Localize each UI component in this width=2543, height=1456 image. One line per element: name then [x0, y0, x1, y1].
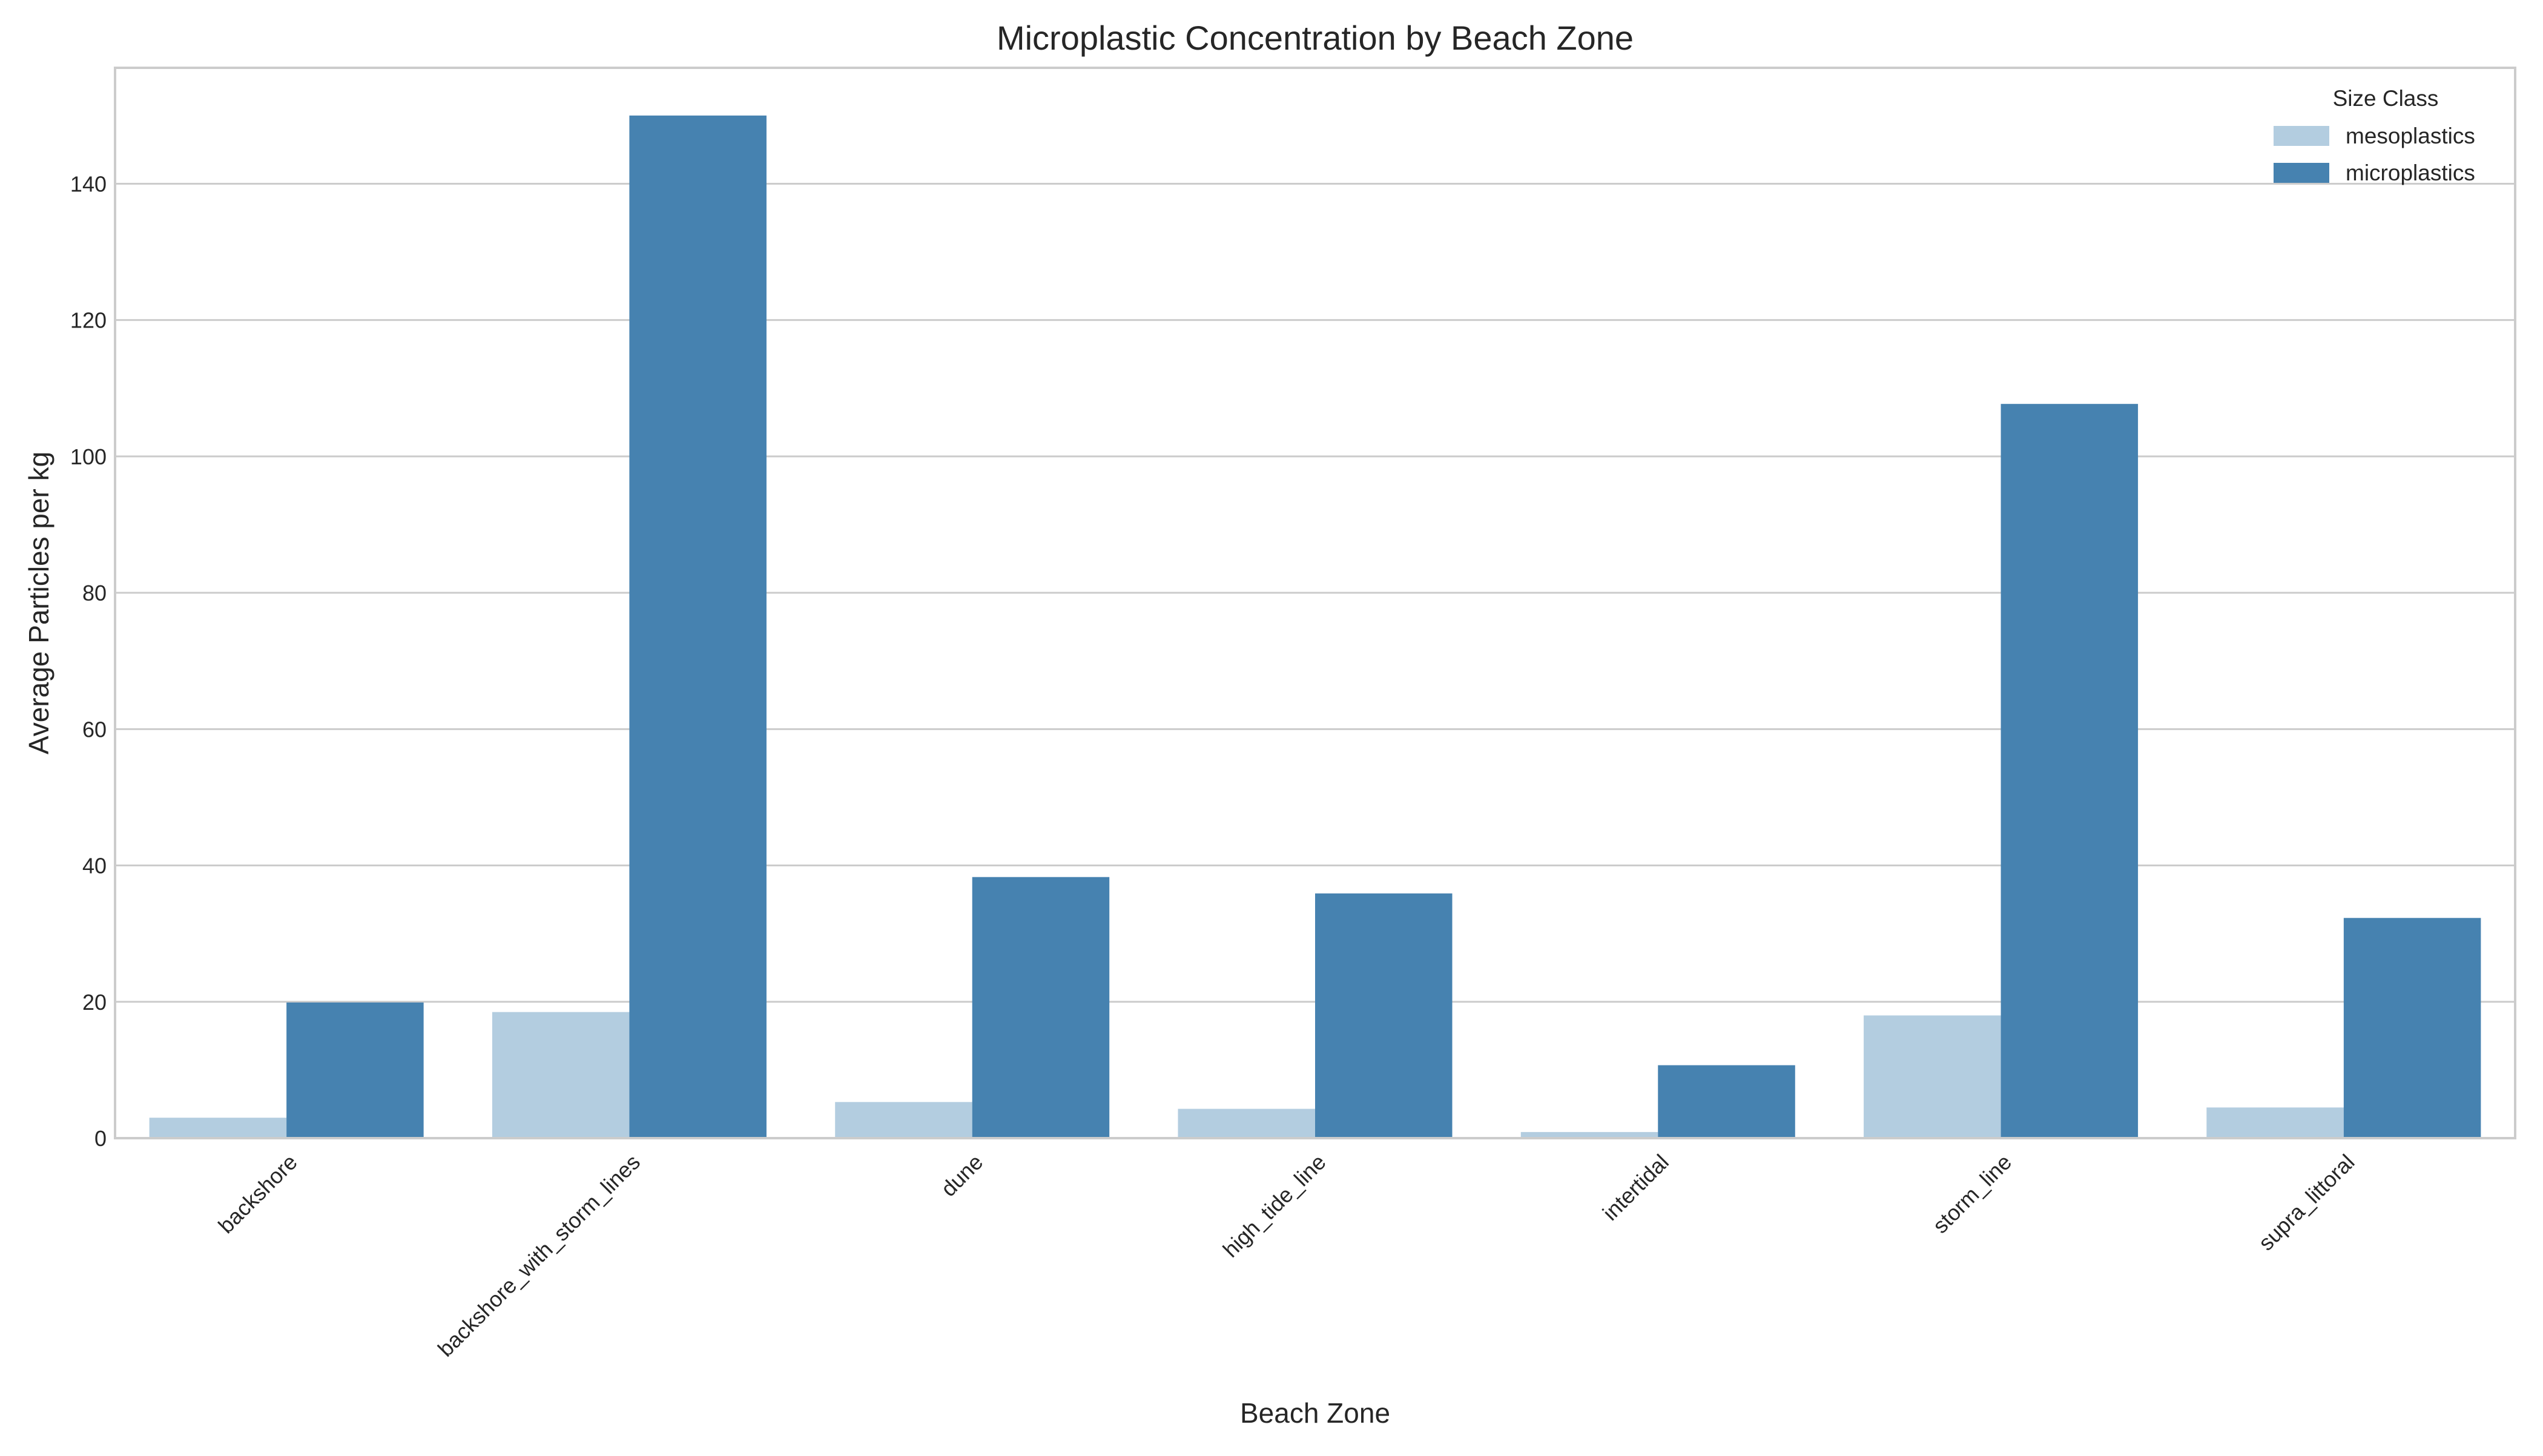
bar-microplastics-dune: [972, 877, 1110, 1138]
y-tick-label: 40: [82, 854, 107, 878]
y-axis-label: Average Particles per kg: [23, 452, 54, 754]
legend-title: Size Class: [2333, 86, 2439, 111]
bar-microplastics-backshore: [286, 1002, 424, 1138]
x-tick-label: supra_littoral: [2254, 1150, 2360, 1256]
chart-title: Microplastic Concentration by Beach Zone: [997, 19, 1634, 57]
y-tick-label: 100: [70, 444, 107, 469]
x-tick-label: dune: [936, 1150, 988, 1202]
bars-layer: [149, 115, 2481, 1139]
x-tick-label: backshore: [213, 1150, 302, 1238]
bar-mesoplastics-high_tide_line: [1178, 1108, 1315, 1138]
y-tick-label: 120: [70, 308, 107, 333]
y-tick-labels: 0 20 40 60 80 100 120 140: [70, 171, 107, 1151]
bar-mesoplastics-intertidal: [1520, 1132, 1658, 1138]
x-tick-label: storm_line: [1928, 1150, 2016, 1238]
y-tick-label: 80: [82, 581, 107, 605]
x-tick-label: intertidal: [1598, 1150, 1674, 1225]
bar-microplastics-supra_littoral: [2343, 918, 2481, 1138]
x-tick-label: high_tide_line: [1218, 1150, 1331, 1262]
y-tick-label: 0: [94, 1126, 107, 1151]
bar-microplastics-intertidal: [1658, 1065, 1795, 1138]
x-axis-label: Beach Zone: [1240, 1397, 1390, 1429]
legend-label-mesoplastics: mesoplastics: [2346, 124, 2475, 148]
y-tick-label: 20: [82, 990, 107, 1015]
x-tick-label: backshore_with_storm_lines: [433, 1150, 645, 1362]
plot-frame: [114, 67, 2516, 1139]
bar-mesoplastics-backshore_with_storm_lines: [492, 1012, 630, 1138]
legend: Size Class mesoplastics microplastics: [2274, 86, 2475, 185]
x-tick-labels: backshore backshore_with_storm_lines dune h…: [213, 1150, 2359, 1362]
bar-microplastics-high_tide_line: [1315, 893, 1453, 1138]
legend-swatch-mesoplastics: [2274, 126, 2329, 146]
bar-mesoplastics-backshore: [149, 1118, 287, 1138]
bar-mesoplastics-supra_littoral: [2206, 1107, 2344, 1138]
legend-label-microplastics: microplastics: [2346, 160, 2475, 185]
y-tick-label: 60: [82, 717, 107, 742]
legend-items: mesoplastics microplastics: [2274, 124, 2475, 185]
bar-mesoplastics-dune: [835, 1102, 972, 1138]
bar-microplastics-storm_line: [2000, 404, 2139, 1138]
bar-mesoplastics-storm_line: [1864, 1015, 2001, 1138]
y-tick-label: 140: [70, 171, 107, 196]
legend-swatch-microplastics: [2274, 163, 2329, 183]
grid-layer: [115, 182, 2515, 1139]
bar-microplastics-backshore_with_storm_lines: [629, 115, 767, 1139]
